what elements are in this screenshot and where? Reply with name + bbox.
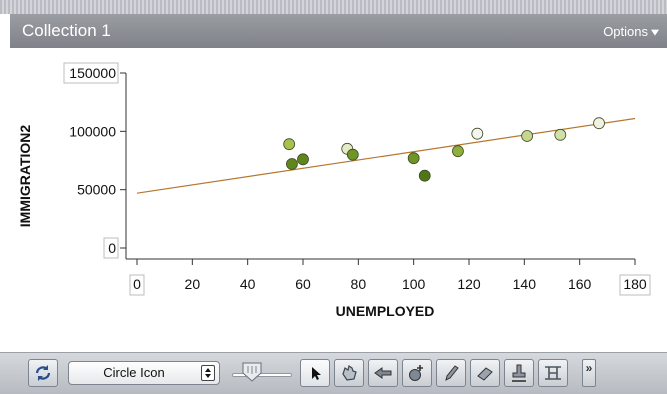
x-tick-label: 140: [513, 276, 537, 292]
x-axis-bound-box[interactable]: [129, 274, 145, 296]
x-tick-label: 20: [185, 276, 201, 292]
data-point[interactable]: [452, 145, 464, 158]
x-tick-label[interactable]: 180: [623, 276, 647, 292]
x-tick-label: 100: [402, 276, 426, 292]
eraser-tool[interactable]: [470, 359, 500, 387]
x-axis-label[interactable]: UNEMPLOYED: [336, 303, 435, 319]
hand-icon: [342, 365, 357, 381]
pencil-tool[interactable]: [436, 359, 466, 387]
hand-tool[interactable]: [334, 359, 364, 387]
least-squares-line[interactable]: [136, 117, 636, 194]
y-axis-bound-box[interactable]: [103, 237, 119, 259]
window-titlebar[interactable]: Collection 1 Options: [10, 14, 667, 48]
data-point[interactable]: [407, 152, 420, 165]
data-point[interactable]: [593, 117, 605, 130]
data-point[interactable]: [283, 138, 296, 151]
window-title: Collection 1: [22, 21, 111, 40]
x-tick-label: 160: [568, 276, 592, 292]
x-tick-label: 120: [457, 276, 481, 292]
arrow-cursor-icon: [312, 367, 321, 380]
y-tick-label[interactable]: 0: [108, 240, 116, 256]
y-tick-label: 100000: [69, 123, 116, 139]
y-axis-bound-box[interactable]: [63, 62, 119, 84]
data-point[interactable]: [471, 127, 484, 140]
window-top-strip: [0, 0, 667, 14]
y-axis-label[interactable]: IMMIGRATION2: [17, 125, 33, 228]
data-point[interactable]: [297, 153, 309, 166]
data-point[interactable]: [521, 130, 533, 142]
x-tick-label: 40: [240, 276, 256, 292]
x-tick-label: 80: [351, 276, 367, 292]
icon-style-select-value: Circle Icon: [103, 365, 165, 380]
options-label: Options: [603, 24, 648, 39]
options-menu[interactable]: Options: [603, 24, 659, 39]
y-tick-label: 50000: [77, 182, 116, 198]
slider-track: [232, 373, 292, 377]
y-tick-label[interactable]: 150000: [69, 65, 116, 81]
x-tick-label[interactable]: 0: [133, 276, 141, 292]
lever-tool[interactable]: [368, 359, 398, 387]
stamp-icon: [512, 364, 526, 382]
stamp-tool[interactable]: [504, 359, 534, 387]
lever-icon: [374, 367, 392, 379]
x-tick-label: 60: [295, 276, 311, 292]
frame-tool[interactable]: [538, 359, 568, 387]
data-points: [283, 117, 605, 182]
more-tools-button[interactable]: »: [582, 359, 596, 387]
eraser-icon: [477, 367, 493, 381]
frame-icon: [545, 366, 561, 380]
slider-thumb[interactable]: [240, 361, 264, 383]
rescale-button[interactable]: [28, 359, 58, 387]
plot-axes: [125, 73, 635, 260]
data-point[interactable]: [286, 158, 298, 170]
x-axis-bound-box[interactable]: [619, 274, 651, 296]
pencil-icon: [445, 365, 459, 381]
add-point-icon: [409, 365, 423, 381]
scatter-plot[interactable]: 0 50000 100000 150000 0 20 40 60 80 100 120 140 160…: [0, 48, 667, 352]
y-ticks: 0 50000 100000 150000: [63, 62, 126, 259]
data-point[interactable]: [418, 169, 431, 182]
data-point[interactable]: [346, 148, 359, 161]
icon-style-select[interactable]: Circle Icon: [68, 361, 220, 385]
x-ticks: 0 20 40 60 80 100 120 140 160 180: [129, 259, 651, 296]
options-dropdown-icon: [651, 29, 659, 36]
bottom-toolbar: Circle Icon: [0, 352, 667, 394]
add-point-tool[interactable]: [402, 359, 432, 387]
rescale-icon: [35, 365, 51, 381]
select-stepper-icon: [201, 365, 215, 381]
point-size-slider[interactable]: [228, 361, 298, 385]
pointer-tool[interactable]: [300, 359, 330, 387]
data-point[interactable]: [554, 128, 567, 141]
